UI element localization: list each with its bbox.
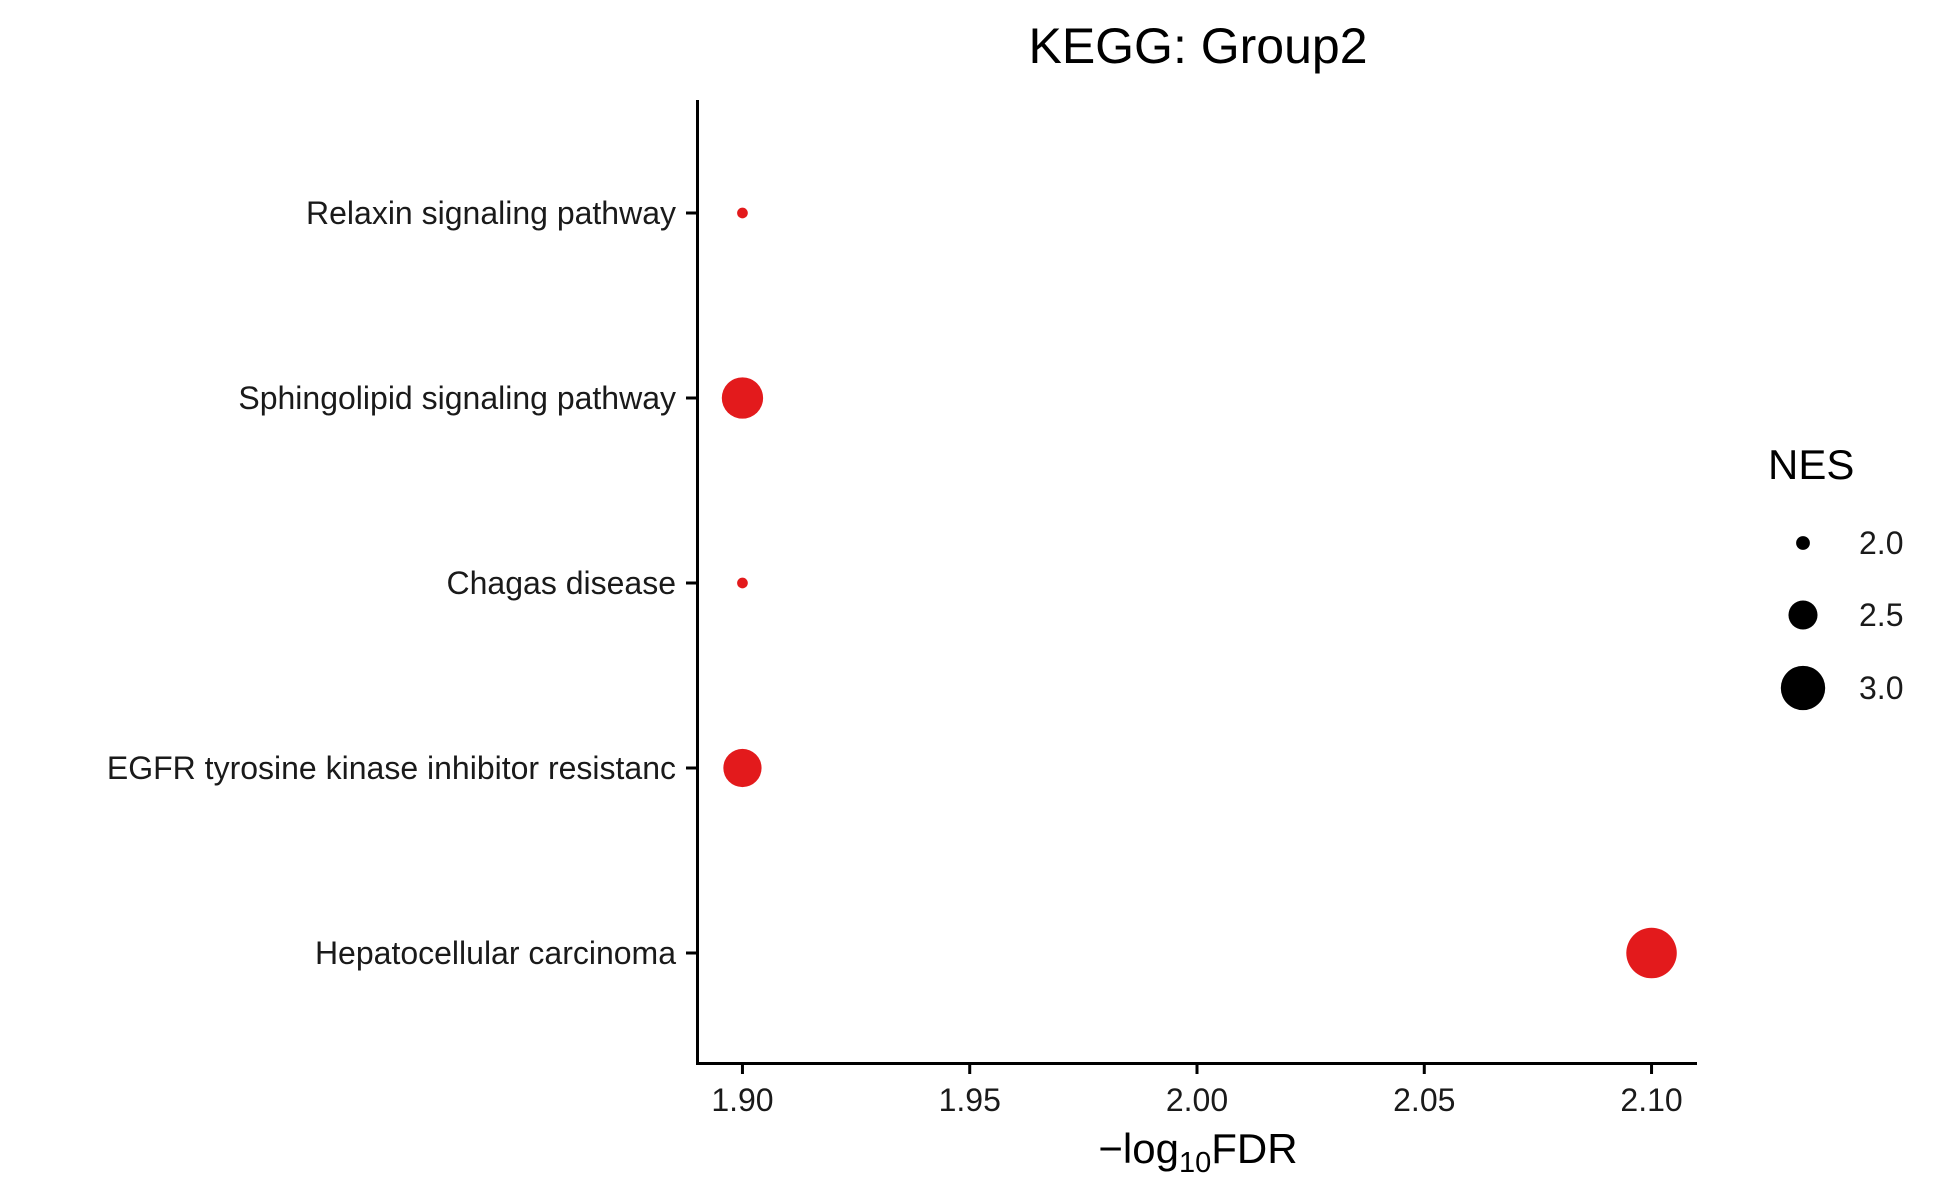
- y-tick-label: EGFR tyrosine kinase inhibitor resistanc: [107, 750, 676, 786]
- legend-label: 2.5: [1859, 597, 1903, 633]
- y-axis-ticks: [686, 211, 697, 955]
- data-point: [737, 207, 748, 219]
- x-tick-label: 2.00: [1166, 1082, 1228, 1118]
- y-tick-label: Hepatocellular carcinoma: [315, 935, 676, 971]
- x-axis-tick-labels: 1.90 1.95 2.00 2.05 2.10: [711, 1082, 1682, 1118]
- chart-title: KEGG: Group2: [1028, 18, 1367, 74]
- data-point: [1626, 927, 1677, 979]
- legend-label: 2.0: [1859, 525, 1903, 561]
- x-tick-label: 1.90: [711, 1082, 773, 1118]
- y-tick-label: Chagas disease: [447, 565, 676, 601]
- legend-title: NES: [1768, 441, 1854, 488]
- y-tick-label: Sphingolipid signaling pathway: [238, 380, 676, 416]
- y-tick-label: Relaxin signaling pathway: [306, 195, 676, 231]
- legend-size-key: [1796, 536, 1810, 550]
- x-axis-title-suffix: FDR: [1211, 1125, 1297, 1172]
- legend-size-key: [1788, 600, 1818, 630]
- x-tick-label: 1.95: [939, 1082, 1001, 1118]
- data-point: [721, 377, 764, 419]
- data-point: [723, 748, 762, 788]
- x-tick-label: 2.05: [1393, 1082, 1455, 1118]
- size-legend: NES 2.0 2.5 3.0: [1768, 441, 1903, 711]
- x-axis-title-subscript: 10: [1179, 1147, 1211, 1179]
- x-tick-label: 2.10: [1620, 1082, 1682, 1118]
- legend-size-key: [1780, 665, 1826, 711]
- legend-label: 3.0: [1859, 670, 1903, 706]
- x-axis-title: −log10FDR: [1098, 1125, 1297, 1179]
- y-axis-labels: Relaxin signaling pathway Sphingolipid si…: [107, 195, 676, 971]
- data-point: [737, 577, 748, 589]
- data-points: [721, 207, 1677, 979]
- x-axis-title-prefix: −log: [1098, 1125, 1179, 1172]
